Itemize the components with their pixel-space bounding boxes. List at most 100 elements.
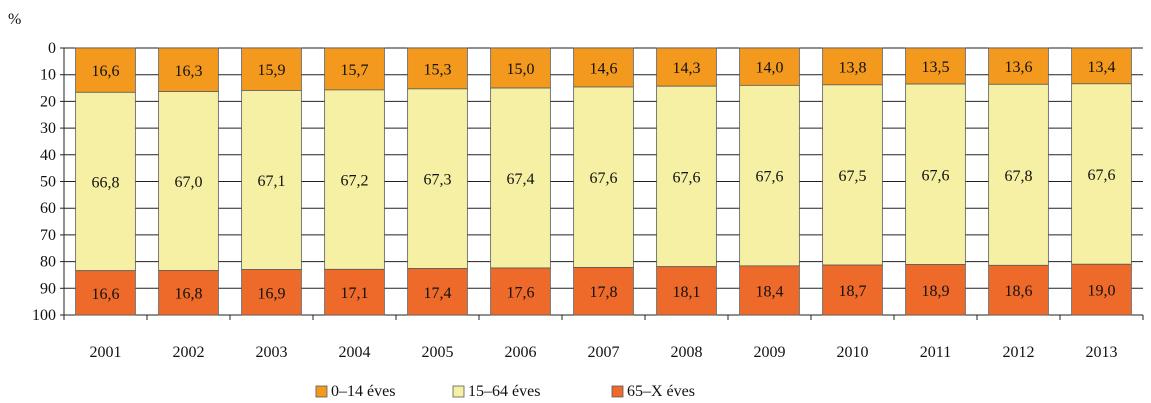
- data-label: 67,6: [1088, 167, 1116, 184]
- bar-segment: [407, 268, 468, 316]
- axes: 0 10 20 30 40 50 60 70 80 90 100% 2001 2002 2003 2004 2…: [8, 11, 1144, 361]
- bar-segment: [75, 91, 136, 272]
- x-tick-label: 2008: [671, 344, 703, 361]
- legend-swatch: [452, 385, 465, 398]
- legend-label: 15–64 éves: [468, 383, 540, 400]
- bar-segment: [656, 85, 717, 268]
- data-label: 17,1: [341, 285, 369, 302]
- bar-segment: [822, 264, 883, 316]
- data-label: 15,0: [507, 61, 535, 78]
- data-label: 15,7: [341, 62, 369, 79]
- bar-segment: [324, 268, 385, 316]
- data-label: 13,6: [1005, 59, 1033, 76]
- y-tick-label: 40: [40, 147, 56, 164]
- bar-segment: [905, 83, 966, 265]
- data-label: 67,3: [424, 172, 452, 189]
- data-label: 17,6: [507, 285, 535, 302]
- x-tick-label: 2013: [1086, 344, 1118, 361]
- data-label: 67,6: [673, 169, 701, 186]
- bar-segment: [241, 269, 302, 316]
- data-label: 14,6: [590, 60, 618, 77]
- y-axis-unit-label: %: [8, 11, 21, 28]
- bar-segment: [324, 47, 385, 91]
- bars: [75, 47, 1132, 316]
- bar-segment: [988, 83, 1049, 266]
- x-tick-label: 2010: [837, 344, 869, 361]
- data-label: 67,2: [341, 173, 369, 190]
- y-tick-label: 80: [40, 254, 56, 271]
- bar-segment: [905, 264, 966, 316]
- data-label: 67,4: [507, 171, 535, 188]
- bar-segment: [1071, 263, 1132, 316]
- data-label: 67,1: [258, 173, 286, 190]
- bar-segment: [656, 266, 717, 316]
- x-tick-label: 2007: [588, 344, 620, 361]
- bar-segment: [573, 86, 634, 268]
- y-tick-label: 0: [48, 40, 56, 57]
- data-label: 18,4: [756, 283, 784, 300]
- data-label: 17,8: [590, 284, 618, 301]
- data-label: 18,6: [1005, 283, 1033, 300]
- data-label: 17,4: [424, 285, 452, 302]
- bar-segment: [988, 264, 1049, 316]
- bar-segment: [822, 47, 883, 86]
- data-label: 15,3: [424, 61, 452, 78]
- bar-segment: [490, 267, 551, 316]
- x-tick-label: 2004: [339, 344, 371, 361]
- data-label: 16,8: [175, 286, 203, 303]
- data-label: 14,0: [756, 60, 784, 77]
- bar-segment: [573, 267, 634, 316]
- bar-segment: [739, 265, 800, 316]
- data-label: 67,8: [1005, 168, 1033, 185]
- bar-segment: [158, 91, 219, 271]
- bar-segment: [407, 88, 468, 269]
- y-tick-label: 30: [40, 120, 56, 137]
- data-label: 18,1: [673, 284, 701, 301]
- bar-segment: [158, 47, 219, 92]
- data-label: 15,9: [258, 62, 286, 79]
- bar-segment: [490, 47, 551, 89]
- legend: 0–14 éves 15–64 éves 65–X éves: [315, 383, 695, 400]
- data-label: 13,5: [922, 59, 950, 76]
- data-label: 13,8: [839, 59, 867, 76]
- x-tick-label: 2003: [256, 344, 288, 361]
- data-label: 18,9: [922, 283, 950, 300]
- data-label: 67,5: [839, 168, 867, 185]
- bar-segment: [490, 87, 551, 269]
- legend-swatch: [315, 385, 328, 398]
- x-tick-label: 2011: [920, 344, 951, 361]
- bar-segment: [324, 89, 385, 270]
- data-label: 13,4: [1088, 59, 1116, 76]
- bar-segment: [158, 270, 219, 316]
- bar-segment: [75, 47, 136, 93]
- x-tick-label: 2001: [90, 344, 122, 361]
- bar-segment: [241, 90, 302, 271]
- y-tick-label: 20: [40, 93, 56, 110]
- data-labels: 16,6 66,8 16,6 16,3 67,0 16,8 15,9 67,1 16,9 15,7…: [92, 59, 1116, 303]
- x-tick-label: 2009: [754, 344, 786, 361]
- y-tick-label: 70: [40, 227, 56, 244]
- y-tick-label: 90: [40, 280, 56, 297]
- data-label: 67,6: [922, 167, 950, 184]
- x-tick-label: 2005: [422, 344, 454, 361]
- data-label: 14,3: [673, 60, 701, 77]
- legend-swatch: [611, 385, 624, 398]
- legend-label: 65–X éves: [627, 383, 695, 400]
- y-tick-label: 60: [40, 200, 56, 217]
- data-label: 66,8: [92, 175, 120, 192]
- data-label: 67,0: [175, 174, 203, 191]
- data-label: 67,6: [756, 169, 784, 186]
- data-label: 16,3: [175, 63, 203, 80]
- x-tick-label: 2002: [173, 344, 205, 361]
- bar-segment: [573, 47, 634, 88]
- data-label: 16,6: [92, 63, 120, 80]
- data-label: 19,0: [1088, 283, 1116, 300]
- x-tick-label: 2006: [505, 344, 537, 361]
- legend-label: 0–14 éves: [331, 383, 395, 400]
- bar-segment: [75, 270, 136, 316]
- y-tick-label: 100: [32, 307, 56, 324]
- data-label: 16,9: [258, 285, 286, 302]
- x-tick-label: 2012: [1003, 344, 1035, 361]
